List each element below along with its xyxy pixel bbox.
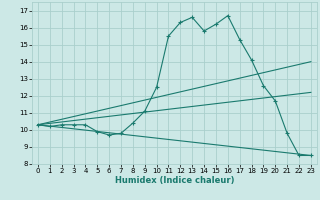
- X-axis label: Humidex (Indice chaleur): Humidex (Indice chaleur): [115, 176, 234, 185]
